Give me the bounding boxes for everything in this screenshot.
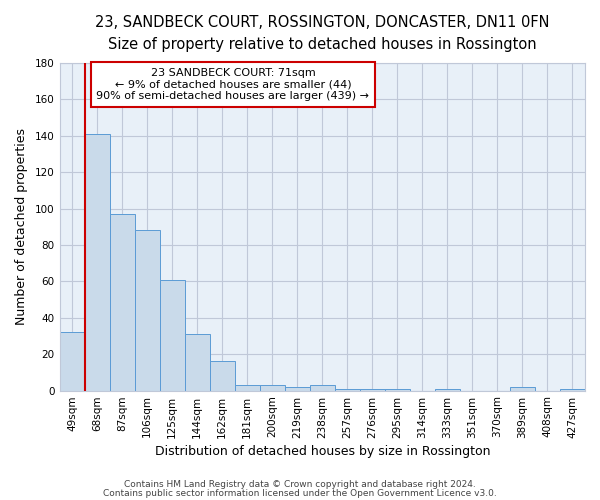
Bar <box>285 387 310 390</box>
Title: 23, SANDBECK COURT, ROSSINGTON, DONCASTER, DN11 0FN
Size of property relative to: 23, SANDBECK COURT, ROSSINGTON, DONCASTE… <box>95 15 550 52</box>
Bar <box>85 134 110 390</box>
Bar <box>510 387 535 390</box>
Bar <box>209 362 235 390</box>
Bar <box>335 389 360 390</box>
Bar <box>235 385 260 390</box>
Bar <box>59 332 85 390</box>
Text: Contains HM Land Registry data © Crown copyright and database right 2024.: Contains HM Land Registry data © Crown c… <box>124 480 476 489</box>
Bar <box>110 214 134 390</box>
Bar <box>310 385 335 390</box>
Bar <box>185 334 209 390</box>
Bar <box>360 389 385 390</box>
Bar <box>260 385 285 390</box>
Y-axis label: Number of detached properties: Number of detached properties <box>15 128 28 326</box>
Bar <box>160 280 185 390</box>
Text: Contains public sector information licensed under the Open Government Licence v3: Contains public sector information licen… <box>103 490 497 498</box>
Bar <box>385 389 410 390</box>
Bar <box>134 230 160 390</box>
X-axis label: Distribution of detached houses by size in Rossington: Distribution of detached houses by size … <box>155 444 490 458</box>
Bar <box>435 389 460 390</box>
Bar <box>560 389 585 390</box>
Text: 23 SANDBECK COURT: 71sqm
← 9% of detached houses are smaller (44)
90% of semi-de: 23 SANDBECK COURT: 71sqm ← 9% of detache… <box>97 68 370 101</box>
